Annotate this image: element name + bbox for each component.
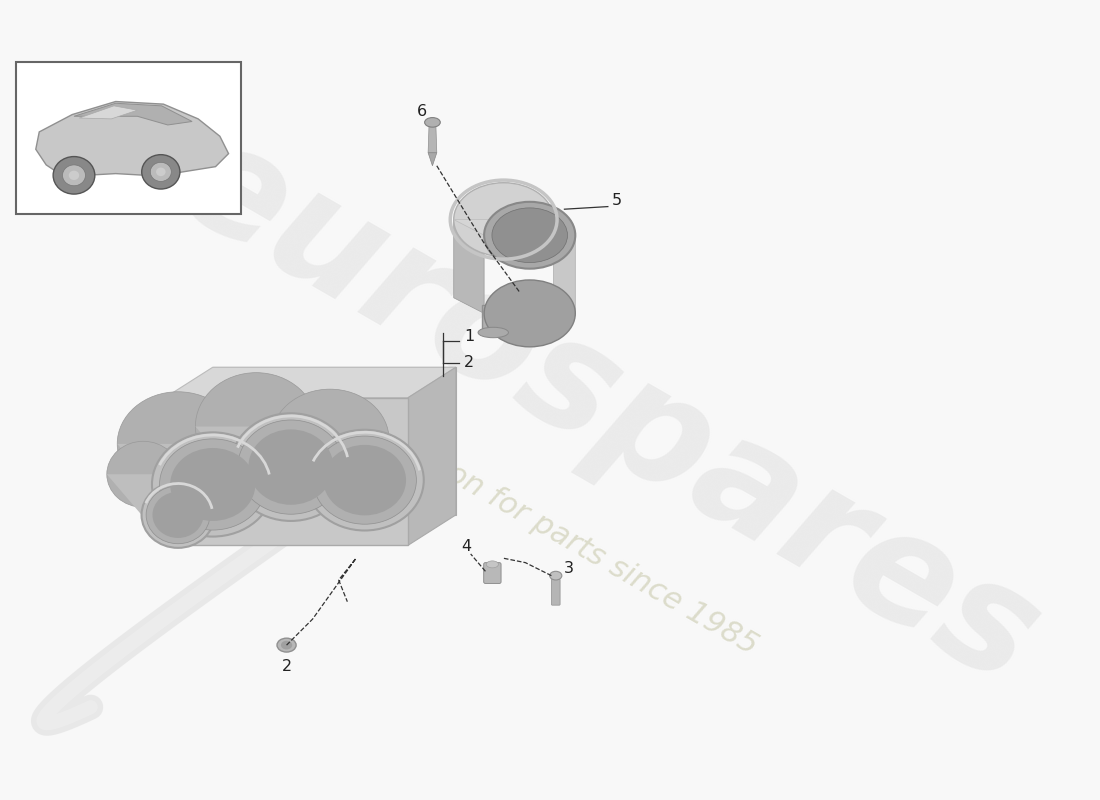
Bar [226, 432, 256, 448]
Text: 3: 3 [564, 562, 574, 576]
Ellipse shape [53, 157, 95, 194]
Ellipse shape [146, 486, 210, 544]
Bar [172, 428, 207, 447]
Ellipse shape [160, 439, 266, 530]
Polygon shape [428, 126, 437, 153]
Bar [226, 394, 256, 409]
Ellipse shape [118, 392, 239, 496]
Text: 2: 2 [464, 355, 474, 370]
Ellipse shape [550, 571, 562, 580]
Ellipse shape [153, 492, 204, 538]
Ellipse shape [425, 118, 440, 127]
Ellipse shape [142, 154, 180, 189]
Ellipse shape [238, 420, 344, 514]
Polygon shape [74, 103, 192, 125]
Polygon shape [408, 367, 455, 546]
Polygon shape [36, 102, 229, 175]
Ellipse shape [63, 165, 86, 186]
Text: 5: 5 [612, 193, 621, 208]
Ellipse shape [314, 436, 417, 524]
Ellipse shape [486, 561, 498, 568]
Text: eurospares: eurospares [152, 105, 1064, 717]
Ellipse shape [142, 482, 214, 548]
Polygon shape [107, 474, 214, 515]
Bar [172, 506, 207, 526]
Polygon shape [118, 444, 274, 485]
Ellipse shape [196, 373, 317, 480]
Ellipse shape [170, 448, 255, 521]
Ellipse shape [453, 182, 553, 257]
Ellipse shape [230, 414, 352, 521]
Polygon shape [453, 220, 484, 314]
Ellipse shape [249, 430, 333, 505]
Ellipse shape [484, 202, 575, 269]
Polygon shape [212, 367, 455, 515]
Ellipse shape [492, 208, 568, 262]
Polygon shape [428, 153, 437, 166]
Polygon shape [271, 439, 424, 480]
Ellipse shape [271, 389, 389, 490]
Bar [172, 480, 207, 499]
Polygon shape [196, 426, 352, 467]
Text: 4: 4 [461, 539, 472, 554]
Ellipse shape [107, 442, 179, 507]
Polygon shape [79, 106, 138, 119]
Ellipse shape [280, 641, 293, 650]
Ellipse shape [152, 432, 274, 537]
Ellipse shape [323, 445, 406, 515]
Text: a passion for parts since 1985: a passion for parts since 1985 [349, 405, 762, 660]
Ellipse shape [151, 162, 172, 182]
Ellipse shape [478, 327, 508, 338]
Text: 6: 6 [417, 105, 427, 119]
Ellipse shape [277, 638, 296, 652]
Bar [172, 454, 207, 473]
Polygon shape [165, 398, 408, 546]
Ellipse shape [69, 170, 79, 180]
Text: 2: 2 [282, 659, 292, 674]
Text: 1: 1 [464, 330, 474, 344]
FancyBboxPatch shape [484, 562, 502, 583]
Ellipse shape [156, 167, 166, 176]
Polygon shape [165, 367, 455, 398]
Polygon shape [482, 305, 504, 333]
Polygon shape [553, 220, 575, 314]
Ellipse shape [306, 430, 424, 530]
Ellipse shape [484, 280, 575, 347]
Bar [15, 62, 241, 214]
Polygon shape [453, 220, 575, 235]
Bar [226, 471, 256, 487]
FancyBboxPatch shape [551, 579, 560, 605]
